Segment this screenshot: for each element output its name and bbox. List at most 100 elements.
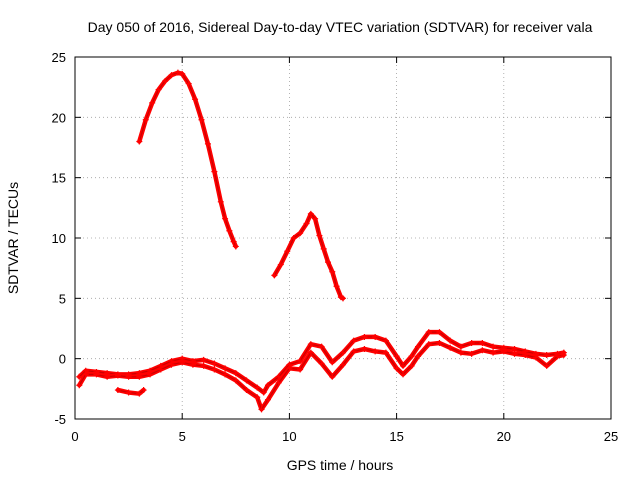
point-baseline-31	[393, 353, 400, 360]
point-arc-1-9	[192, 96, 199, 103]
point-lower-band-0	[76, 382, 83, 389]
point-baseline-37	[447, 337, 454, 344]
point-lower-band-10	[179, 359, 186, 366]
point-arc-1-14	[222, 215, 229, 222]
series-core-short-segment	[117, 389, 145, 395]
point-lower-band-17	[254, 394, 261, 401]
point-lower-band-4	[114, 372, 121, 379]
point-lower-band-20	[275, 379, 282, 386]
series-core-arc-2	[273, 213, 344, 299]
point-arc-2-8	[316, 232, 323, 239]
y-tick-label-10: 10	[52, 231, 66, 246]
point-arc-1-7	[179, 70, 186, 77]
x-tick-label-0: 0	[71, 429, 78, 444]
point-baseline-33	[408, 353, 415, 360]
y-tick-label--5: -5	[54, 412, 66, 427]
point-baseline-13	[211, 360, 218, 367]
point-arc-1-13	[217, 198, 224, 205]
point-baseline-34	[415, 343, 422, 350]
point-baseline-29	[372, 333, 379, 340]
point-baseline-19	[264, 382, 271, 389]
point-arc-1-15	[226, 227, 233, 234]
point-arc-2-11	[329, 268, 336, 275]
axis-ticks: 0 5 10 15 20 25 -5 0 5 10 15 20 25	[52, 50, 619, 444]
point-baseline-46	[543, 352, 550, 359]
point-lower-band-23	[307, 349, 314, 356]
x-tick-label-5: 5	[179, 429, 186, 444]
point-lower-band-22	[297, 366, 304, 373]
point-lower-band-24	[318, 360, 325, 367]
point-lower-band-40	[479, 347, 486, 354]
point-lower-band-8	[157, 366, 164, 373]
y-tick-label-20: 20	[52, 110, 66, 125]
point-lower-band-28	[361, 346, 368, 353]
point-arc-1-3	[155, 86, 162, 93]
point-lower-band-7	[147, 371, 154, 378]
point-baseline-40	[479, 339, 486, 346]
point-baseline-16	[243, 377, 250, 384]
point-lower-band-44	[522, 352, 529, 359]
point-baseline-15	[232, 370, 239, 377]
point-lower-band-13	[211, 366, 218, 373]
x-tick-label-25: 25	[604, 429, 618, 444]
point-arc-1-10	[198, 116, 205, 123]
point-lower-band-32	[400, 371, 407, 378]
point-lower-band-16	[243, 387, 250, 394]
x-axis-label: GPS time / hours	[287, 457, 394, 473]
point-lower-band-6	[136, 373, 143, 380]
point-lower-band-1	[82, 371, 89, 378]
point-lower-band-42	[500, 348, 507, 355]
point-arc-1-11	[204, 140, 211, 147]
point-arc-2-6	[307, 210, 314, 217]
y-tick-label-0: 0	[59, 352, 66, 367]
point-lower-band-21	[286, 365, 293, 372]
point-lower-band-36	[436, 339, 443, 346]
point-lower-band-27	[350, 348, 357, 355]
point-lower-band-25	[329, 373, 336, 380]
point-arc-2-5	[303, 220, 310, 227]
point-arc-1-2	[149, 99, 156, 106]
point-arc-2-10	[324, 259, 331, 266]
point-lower-band-14	[222, 371, 229, 378]
point-arc-1-5	[168, 72, 175, 79]
point-lower-band-19	[264, 396, 271, 403]
point-lower-band-15	[232, 377, 239, 384]
point-arc-2-1	[277, 261, 284, 268]
point-lower-band-12	[200, 362, 207, 369]
point-lower-band-33	[408, 362, 415, 369]
point-lower-band-45	[532, 354, 539, 361]
point-lower-band-9	[168, 361, 175, 368]
point-baseline-41	[490, 343, 497, 350]
point-baseline-25	[329, 359, 336, 366]
point-lower-band-2	[93, 371, 100, 378]
point-baseline-26	[340, 349, 346, 356]
point-lower-band-18	[258, 406, 265, 413]
point-arc-1-4	[162, 78, 169, 85]
y-tick-label-15: 15	[52, 171, 66, 186]
point-arc-1-0	[136, 138, 143, 145]
series-core-arc-1	[138, 72, 237, 247]
point-arc-2-2	[284, 248, 291, 255]
point-arc-1-17	[232, 243, 239, 250]
point-lower-band-43	[511, 350, 518, 357]
point-lower-band-48	[560, 352, 567, 359]
point-lower-band-3	[104, 373, 111, 380]
point-baseline-39	[468, 339, 475, 346]
point-arc-1-16	[230, 238, 237, 245]
point-baseline-17	[254, 384, 261, 391]
point-arc-1-12	[211, 168, 218, 175]
point-short-segment-2	[136, 390, 143, 397]
y-tick-label-25: 25	[52, 50, 66, 65]
point-arc-2-7	[312, 215, 319, 222]
point-arc-2-4	[297, 230, 304, 237]
point-lower-band-30	[382, 349, 389, 356]
point-arc-2-14	[340, 295, 346, 302]
point-arc-2-12	[333, 283, 340, 290]
point-short-segment-3	[140, 387, 147, 394]
y-axis-label: SDTVAR / TECUs	[5, 182, 21, 294]
point-baseline-18	[260, 389, 267, 396]
point-arc-1-1	[142, 116, 149, 123]
point-arc-2-9	[320, 245, 327, 252]
point-lower-band-26	[340, 361, 346, 368]
